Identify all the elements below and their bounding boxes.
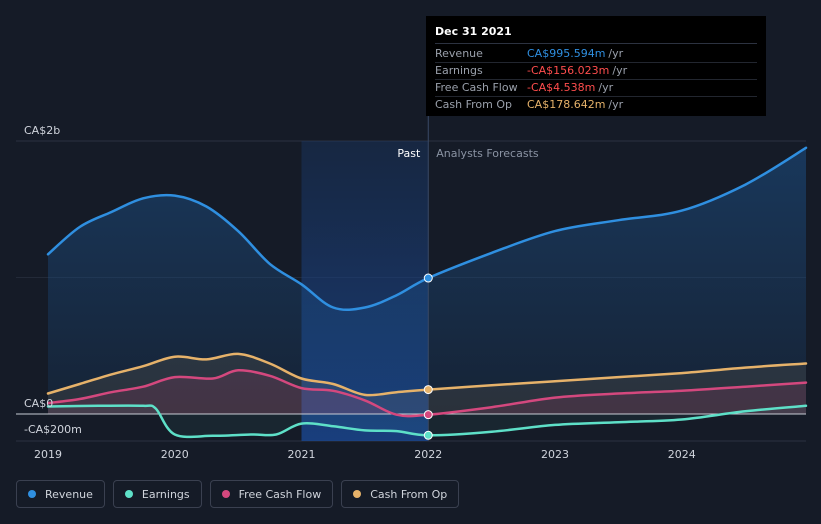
tooltip-row-free-cash-flow: Free Cash Flow -CA$4.538m/yr [435, 80, 757, 97]
legend-item-label: Free Cash Flow [238, 487, 322, 501]
legend-item-revenue[interactable]: Revenue [16, 480, 105, 508]
line-earnings [46, 404, 808, 439]
line-free-cash-flow [46, 369, 808, 418]
legend-item-earnings[interactable]: Earnings [112, 480, 202, 508]
y-label-top: CA$2b [24, 124, 60, 137]
tooltip-row-unit: /yr [608, 47, 624, 60]
tooltip-row-cash-from-op: Cash From Op CA$178.642m/yr [435, 97, 757, 113]
x-tick-2020: 2020 [161, 448, 189, 461]
x-tick-2019: 2019 [34, 448, 62, 461]
legend-dot-icon [353, 490, 362, 498]
tooltip-row-earnings: Earnings -CA$156.023m/yr [435, 63, 757, 80]
axis-labels: CA$2b CA$0 -CA$200m Past Analysts Forecasts 2… [24, 124, 696, 461]
tooltip-date: Dec 31 2021 [435, 25, 757, 44]
legend-item-free-cash-flow[interactable]: Free Cash Flow [209, 480, 334, 508]
tooltip-row-label: Revenue [435, 47, 483, 60]
tooltip-row-value: -CA$4.538m [527, 81, 596, 94]
tooltip-row-unit: /yr [608, 98, 624, 111]
tooltip-row-revenue: Revenue CA$995.594m/yr [435, 46, 757, 63]
tooltip-row-unit: /yr [612, 64, 628, 77]
legend: Revenue Earnings Free Cash Flow Cash From O… [16, 480, 460, 508]
legend-item-label: Cash From Op [370, 487, 448, 501]
area-earnings [48, 405, 806, 437]
y-label-zero: CA$0 [24, 397, 53, 410]
forecast-label: Analysts Forecasts [436, 147, 539, 160]
legend-item-label: Earnings [141, 487, 190, 501]
marker-free-cash-flow [423, 410, 433, 420]
marker-earnings [423, 430, 433, 440]
legend-item-cash-from-op[interactable]: Cash From Op [341, 480, 460, 508]
tooltip-row-value: CA$178.642m [527, 98, 606, 111]
tooltip: Dec 31 2021 Revenue CA$995.594m/yr Earning… [426, 16, 766, 116]
line-cash-from-op [46, 352, 808, 397]
area-free-cash-flow [48, 370, 806, 417]
line-revenue [46, 146, 808, 312]
series-lines [16, 146, 808, 439]
tooltip-rows: Revenue CA$995.594m/yr Earnings -CA$156.023… [435, 46, 757, 113]
tooltip-row-label: Cash From Op [435, 98, 513, 111]
y-label-bottom: -CA$200m [24, 423, 82, 436]
tooltip-row-label: Earnings [435, 64, 483, 77]
x-tick-2024: 2024 [668, 448, 696, 461]
tooltip-row-value: -CA$156.023m [527, 64, 610, 77]
x-tick-2022: 2022 [414, 448, 442, 461]
tooltip-row-unit: /yr [598, 81, 614, 94]
legend-dot-icon [221, 490, 230, 498]
marker-cash-from-op [423, 385, 433, 395]
area-cash-from-op [48, 353, 806, 414]
tooltip-row-value: CA$995.594m [527, 47, 606, 60]
x-tick-2021: 2021 [288, 448, 316, 461]
tooltip-row-label: Free Cash Flow [435, 81, 518, 94]
legend-dot-icon [28, 490, 36, 498]
marker-revenue [423, 273, 433, 283]
x-tick-2023: 2023 [541, 448, 569, 461]
past-label: Past [397, 147, 421, 160]
series-markers [423, 273, 433, 440]
legend-dot-icon [124, 490, 133, 498]
legend-item-label: Revenue [45, 487, 93, 501]
